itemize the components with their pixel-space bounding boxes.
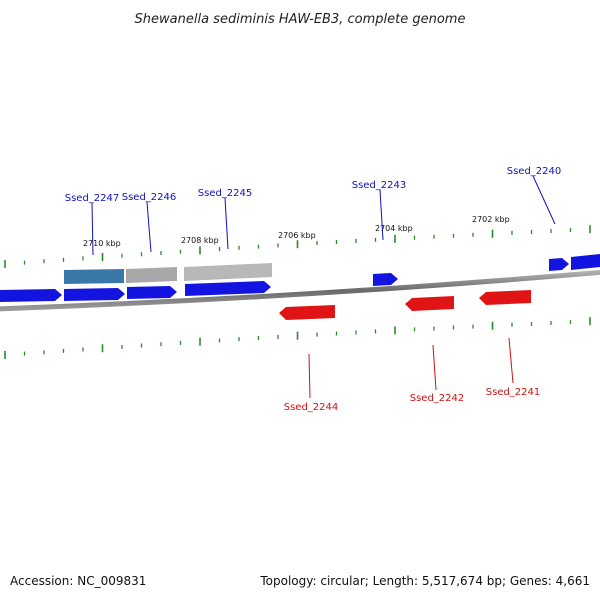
- topology-summary: Topology: circular; Length: 5,517,674 bp…: [259, 574, 590, 588]
- gene-arrow[interactable]: [185, 281, 271, 296]
- gene-arrow[interactable]: [373, 273, 398, 286]
- ruler-label-2710: 2710 kbp: [83, 239, 121, 248]
- ruler-label-2708: 2708 kbp: [181, 236, 219, 245]
- gene-arrow[interactable]: [571, 254, 600, 270]
- gene-arrow[interactable]: [0, 289, 62, 302]
- gene-label-ssed-2245[interactable]: Ssed_2245: [198, 188, 253, 199]
- label-leader: [91, 202, 94, 256]
- gene-arrow[interactable]: [549, 258, 569, 271]
- gene-arrow[interactable]: [405, 296, 454, 311]
- accession-text: Accession: NC_009831: [10, 574, 146, 588]
- gene-arrow[interactable]: [279, 305, 335, 320]
- label-leader: [432, 344, 437, 391]
- ruler-ticks-inner: [4, 317, 591, 359]
- gene-arrow[interactable]: [127, 286, 177, 299]
- label-leader: [532, 175, 556, 225]
- feature-block[interactable]: [126, 267, 177, 283]
- gene-arrow[interactable]: [479, 290, 531, 305]
- gene-label-ssed-2246[interactable]: Ssed_2246: [122, 192, 177, 203]
- gene-label-ssed-2242[interactable]: Ssed_2242: [410, 393, 465, 404]
- label-leader: [224, 197, 229, 250]
- ruler-ticks-outer: [4, 225, 591, 268]
- feature-blocks: [64, 263, 272, 284]
- label-leader: [379, 189, 384, 241]
- label-leader: [508, 337, 514, 384]
- ruler-label-2704: 2704 kbp: [375, 224, 413, 233]
- map-title: Shewanella sediminis HAW-EB3, complete g…: [135, 12, 466, 27]
- gene-label-ssed-2240[interactable]: Ssed_2240: [507, 166, 562, 177]
- reverse-strand-genes: [279, 290, 531, 320]
- ruler-label-2706: 2706 kbp: [278, 231, 316, 240]
- gene-label-ssed-2244[interactable]: Ssed_2244: [284, 402, 339, 413]
- gene-label-ssed-2243[interactable]: Ssed_2243: [352, 180, 407, 191]
- gene-arrow[interactable]: [64, 288, 125, 301]
- ruler-label-2702: 2702 kbp: [472, 215, 510, 224]
- forward-strand-genes: [0, 254, 600, 302]
- gene-label-ssed-2247[interactable]: Ssed_2247: [65, 193, 120, 204]
- label-leader: [146, 201, 152, 253]
- feature-block[interactable]: [184, 263, 272, 281]
- genome-backbone: [0, 269, 600, 312]
- feature-block-highlight[interactable]: [64, 269, 124, 284]
- label-leader: [308, 353, 311, 399]
- gene-label-ssed-2241[interactable]: Ssed_2241: [486, 387, 541, 398]
